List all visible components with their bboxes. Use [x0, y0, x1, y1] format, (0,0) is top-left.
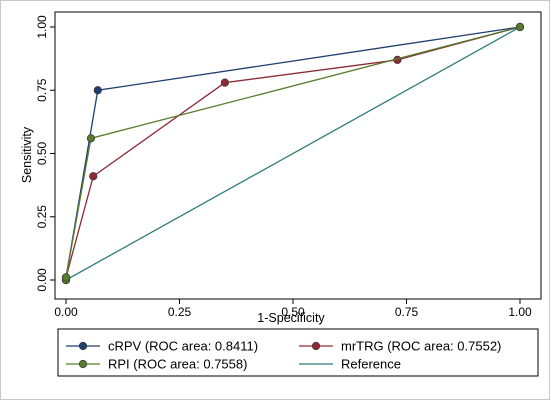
legend-marker-crpv	[78, 341, 88, 351]
legend-box	[57, 328, 539, 377]
legend: cRPV (ROC area: 0.8411) mrTRG (ROC area: …	[66, 339, 501, 372]
legend-label-reference: Reference	[341, 357, 401, 372]
data-point-rpi	[515, 22, 525, 32]
series-layer	[61, 22, 525, 285]
data-point-crpv	[93, 86, 102, 95]
legend-marker-mrtrg	[311, 341, 321, 351]
x-tick-label: 0.50	[281, 305, 305, 319]
legend-marker-rpi	[78, 359, 88, 369]
x-tick-label: 0.75	[395, 305, 419, 319]
legend-label-crpv: cRPV (ROC area: 0.8411)	[108, 339, 258, 354]
y-tick-label: 0.50	[35, 141, 49, 165]
data-point-mrtrg	[89, 172, 98, 181]
x-axis: 0.00 0.25 0.50 0.75 1.00	[54, 299, 532, 319]
series-line-reference	[65, 26, 521, 281]
legend-label-rpi: RPI (ROC area: 0.7558)	[108, 357, 247, 372]
data-point-rpi	[86, 134, 96, 143]
y-tick-label: 1.00	[35, 15, 49, 39]
y-axis-title: Sensitivity	[20, 126, 34, 183]
x-axis-title: 1-Specificity	[257, 311, 325, 325]
plot-area-frame	[54, 11, 542, 300]
y-tick-label: 0.25	[35, 205, 49, 229]
data-point-mrtrg	[220, 78, 229, 87]
legend-label-mrtrg: mrTRG (ROC area: 0.7552)	[341, 339, 501, 354]
x-tick-label: 1.00	[508, 305, 532, 319]
y-tick-label: 0.75	[35, 78, 49, 102]
y-axis: 0.00 0.25 0.50 0.75 1.00	[35, 15, 55, 292]
data-point-rpi	[61, 273, 71, 282]
x-tick-label: 0.00	[54, 305, 78, 319]
y-tick-label: 0.00	[35, 268, 49, 292]
x-tick-label: 0.25	[168, 305, 192, 319]
